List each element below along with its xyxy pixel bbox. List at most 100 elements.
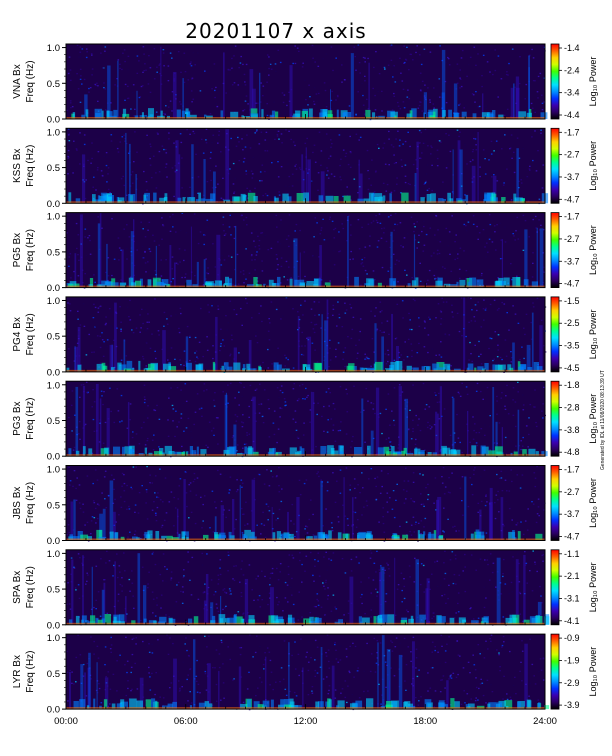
colorbar-tick-label: -4.4 — [564, 110, 580, 120]
colorbar-label: Log₁₀ Power — [588, 309, 598, 359]
freq-axis-label: Freq (Hz) — [25, 398, 36, 440]
colorbar-tick-label: -2.9 — [564, 678, 580, 688]
station-label: PG4 Bx — [12, 317, 23, 351]
colorbar-label: Log₁₀ Power — [588, 394, 598, 444]
colorbar — [550, 43, 560, 120]
panel-pg3: 0.0 0.5 1.0 PG3 Bx Freq (Hz) -1.8 -2.8 -3.8 -4.8… — [12, 380, 598, 463]
y-tick-label: 1.0 — [47, 465, 60, 476]
y-tick-label: 0.5 — [47, 79, 60, 90]
colorbar-tick-label: -2.1 — [564, 571, 580, 581]
panel-lyr: 0.0 0.5 1.0 LYR Bx Freq (Hz) -0.9 -1.9 -2.9 -3.9… — [12, 633, 598, 716]
colorbar-label: Log₁₀ Power — [588, 225, 598, 275]
colorbar — [550, 380, 560, 457]
freq-axis-label: Freq (Hz) — [25, 482, 36, 524]
freq-axis-label: Freq (Hz) — [25, 313, 36, 355]
freq-axis-label: Freq (Hz) — [25, 229, 36, 271]
spectrogram-image — [66, 128, 545, 204]
spectrogram-image — [66, 44, 545, 119]
spectrogram-image — [66, 296, 545, 372]
colorbar-tick-label: -4.7 — [564, 279, 580, 289]
colorbar-tick-label: -3.1 — [564, 593, 580, 603]
time-axis: 00:00 06:00 12:00 18:00 24:00 — [54, 716, 557, 727]
colorbar-tick-label: -4.7 — [564, 532, 580, 542]
x-tick-label: 24:00 — [533, 716, 557, 727]
colorbar-tick-label: -4.5 — [564, 363, 580, 373]
x-tick-label: 00:00 — [54, 716, 78, 727]
colorbar — [550, 127, 560, 204]
station-label: JBS Bx — [12, 487, 23, 520]
panel-pg4: 0.0 0.5 1.0 PG4 Bx Freq (Hz) -1.5 -2.5 -3.5 -4.5… — [12, 296, 598, 379]
colorbar-tick-label: -2.7 — [564, 487, 580, 497]
colorbar-tick-label: -2.8 — [564, 403, 580, 413]
y-tick-label: 0.5 — [47, 669, 60, 680]
freq-axis-label: Freq (Hz) — [25, 60, 36, 102]
colorbar-label: Log₁₀ Power — [588, 647, 598, 697]
colorbar-tick-label: -4.8 — [564, 447, 580, 457]
figure-title: 20201107 x axis — [185, 19, 366, 43]
y-tick-label: 0.5 — [47, 585, 60, 596]
station-label: VNA Bx — [12, 64, 23, 98]
spectrogram-image — [66, 381, 545, 457]
colorbar-tick-label: -0.9 — [564, 633, 580, 643]
y-tick-label: 0.5 — [47, 416, 60, 427]
y-tick-label: 1.0 — [47, 549, 60, 560]
colorbar-tick-label: -1.1 — [564, 549, 580, 559]
colorbar — [550, 465, 560, 541]
colorbar-tick-label: -3.4 — [564, 88, 580, 98]
colorbar-tick-label: -2.7 — [564, 234, 580, 244]
y-tick-label: 0.5 — [47, 500, 60, 511]
colorbar-tick-label: -2.7 — [564, 150, 580, 160]
colorbar — [550, 549, 560, 626]
station-label: LYR Bx — [12, 655, 23, 688]
generation-note: Generated by IDL at 11/08/2020 08:13:39 … — [600, 370, 606, 470]
y-tick-label: 1.0 — [47, 43, 60, 54]
y-tick-label: 0.0 — [47, 620, 60, 631]
colorbar-tick-label: -1.7 — [564, 127, 580, 137]
colorbar-tick-label: -4.7 — [564, 194, 580, 204]
panel-kss: 0.0 0.5 1.0 KSS Bx Freq (Hz) -1.7 -2.7 -3.7 -4.7… — [12, 127, 598, 210]
colorbar-tick-label: -3.7 — [564, 172, 580, 182]
colorbar-tick-label: -3.7 — [564, 509, 580, 519]
colorbar-tick-label: -4.1 — [564, 616, 580, 626]
colorbar-tick-label: -3.9 — [564, 700, 580, 710]
spectrogram-image — [66, 549, 545, 625]
colorbar-tick-label: -1.9 — [564, 655, 580, 665]
freq-axis-label: Freq (Hz) — [25, 145, 36, 187]
y-tick-label: 0.0 — [47, 367, 60, 378]
panel-spa: 0.0 0.5 1.0 SPA Bx Freq (Hz) -1.1 -2.1 -3.1 -4.1… — [12, 549, 598, 632]
y-tick-label: 0.0 — [47, 536, 60, 547]
x-tick-label: 18:00 — [413, 716, 437, 727]
y-tick-label: 0.5 — [47, 332, 60, 343]
y-tick-label: 1.0 — [47, 127, 60, 138]
colorbar-tick-label: -3.5 — [564, 341, 580, 351]
colorbar — [550, 296, 560, 373]
y-tick-label: 0.0 — [47, 199, 60, 210]
y-tick-label: 0.5 — [47, 163, 60, 174]
colorbar-tick-label: -3.7 — [564, 256, 580, 266]
freq-axis-label: Freq (Hz) — [25, 566, 36, 608]
x-tick-label: 12:00 — [294, 716, 318, 727]
colorbar-tick-label: -1.8 — [564, 380, 580, 390]
panel-pg5: 0.0 0.5 1.0 PG5 Bx Freq (Hz) -1.7 -2.7 -3.7 -4.7… — [12, 212, 598, 295]
y-tick-label: 0.0 — [47, 283, 60, 294]
colorbar — [550, 633, 560, 710]
spectrogram-image — [66, 634, 545, 710]
spectrogram-texture — [66, 381, 548, 458]
colorbar-label: Log₁₀ Power — [588, 57, 598, 107]
colorbar-label: Log₁₀ Power — [588, 141, 598, 191]
station-label: PG5 Bx — [12, 233, 23, 267]
y-tick-label: 1.0 — [47, 380, 60, 391]
y-tick-label: 1.0 — [47, 633, 60, 644]
colorbar-tick-label: -1.4 — [564, 43, 580, 53]
y-tick-label: 1.0 — [47, 296, 60, 307]
station-label: KSS Bx — [12, 149, 23, 183]
y-tick-label: 0.0 — [47, 115, 60, 126]
colorbar-tick-label: -2.5 — [564, 318, 580, 328]
y-tick-label: 0.0 — [47, 452, 60, 463]
colorbar-label: Log₁₀ Power — [588, 478, 598, 528]
colorbar-tick-label: -1.7 — [564, 212, 580, 222]
station-label: SPA Bx — [12, 571, 23, 604]
freq-axis-label: Freq (Hz) — [25, 650, 36, 692]
colorbar-tick-label: -1.5 — [564, 296, 580, 306]
